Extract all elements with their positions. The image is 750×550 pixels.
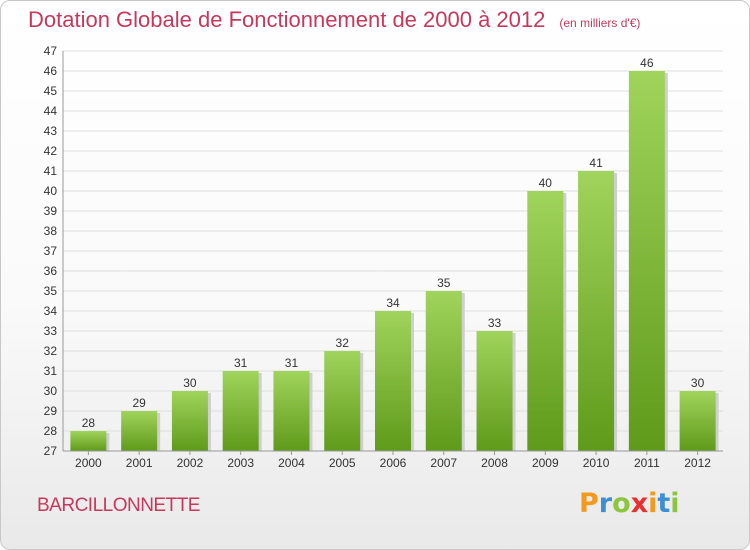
- bar-2003: [222, 371, 259, 451]
- bar-value-label: 46: [640, 56, 654, 70]
- y-tick-label: 28: [44, 424, 58, 438]
- y-tick-label: 39: [44, 204, 58, 218]
- bar-value-label: 33: [488, 316, 502, 330]
- x-tick-label: 2006: [380, 456, 407, 470]
- x-tick-label: 2009: [532, 456, 559, 470]
- bar-value-label: 35: [437, 276, 451, 290]
- logo-letter: i: [670, 488, 680, 519]
- proxiti-logo: Proxiti: [579, 488, 680, 519]
- x-tick-label: 2011: [634, 456, 660, 470]
- bar-2008: [476, 331, 513, 451]
- bar-value-label: 34: [386, 296, 400, 310]
- y-tick-label: 30: [44, 384, 58, 398]
- bar-value-label: 30: [691, 376, 705, 390]
- y-tick-label: 41: [44, 164, 58, 178]
- bar-value-label: 32: [336, 336, 350, 350]
- bar-2006: [375, 311, 411, 451]
- bars: 28 29 30 31 31 32 34 35 33 40 41 46 30: [70, 56, 719, 451]
- bar-2011: [628, 71, 665, 451]
- bar-value-label: 31: [285, 356, 299, 370]
- commune-name: BARCILLONNETTE: [37, 495, 200, 516]
- logo-letter: t: [657, 488, 671, 519]
- x-tick-label: 2001: [126, 456, 153, 470]
- bar-2001: [121, 411, 158, 451]
- y-tick-label: 34: [44, 304, 58, 318]
- y-tick-label: 35: [44, 284, 58, 298]
- bar-value-label: 28: [82, 416, 96, 430]
- logo-letter: r: [598, 488, 613, 519]
- y-tick-label: 38: [44, 224, 58, 238]
- bar-value-label: 41: [589, 156, 603, 170]
- y-tick-label: 37: [44, 244, 58, 258]
- y-tick-label: 27: [44, 444, 58, 458]
- x-tick-label: 2008: [481, 456, 508, 470]
- y-tick-label: 43: [44, 124, 58, 138]
- x-tick-label: 2002: [177, 456, 204, 470]
- bar-value-label: 29: [132, 396, 146, 410]
- bar-2010: [578, 171, 615, 451]
- y-tick-label: 47: [44, 44, 58, 58]
- x-tick-label: 2007: [430, 456, 457, 470]
- bar-2000: [70, 431, 107, 451]
- y-tick-label: 42: [44, 144, 58, 158]
- x-tick-label: 2000: [75, 456, 102, 470]
- bar-2004: [273, 371, 310, 451]
- bar-value-label: 30: [183, 376, 197, 390]
- x-tick-label: 2004: [278, 456, 305, 470]
- logo-letter: P: [579, 488, 599, 519]
- bar-2012: [679, 391, 716, 451]
- bar-2005: [324, 351, 361, 451]
- x-tick-label: 2010: [583, 456, 610, 470]
- y-tick-label: 33: [44, 324, 58, 338]
- bar-value-label: 40: [539, 176, 553, 190]
- logo-letter: i: [648, 488, 658, 519]
- chart-title: Dotation Globale de Fonctionnement de 20…: [28, 7, 640, 33]
- y-tick-label: 32: [44, 344, 58, 358]
- y-tick-label: 29: [44, 404, 58, 418]
- y-tick-label: 46: [44, 64, 58, 78]
- logo-letter: o: [612, 488, 631, 519]
- x-tick-label: 2012: [684, 456, 711, 470]
- y-tick-label: 45: [44, 84, 58, 98]
- chart-title-text: Dotation Globale de Fonctionnement de 20…: [28, 7, 546, 32]
- x-tick-label: 2003: [227, 456, 254, 470]
- y-tick-label: 31: [44, 364, 58, 378]
- logo-letter: x: [630, 488, 649, 519]
- chart-subtitle: (en milliers d'€): [559, 16, 641, 30]
- y-tick-label: 40: [44, 184, 58, 198]
- bar-value-label: 31: [234, 356, 248, 370]
- x-axis: 2000 2001 2002 2003 2004 2005 2006 2007 2008 2009…: [63, 450, 723, 470]
- y-axis: 27 28 29 30 31 32 33 34 35 36 37 38 39 40 41 42 43 44 45 46…: [44, 44, 64, 458]
- bar-2007: [425, 291, 462, 451]
- bar-2009: [527, 191, 564, 451]
- bar-2002: [171, 391, 208, 451]
- y-tick-label: 44: [44, 104, 58, 118]
- y-tick-label: 36: [44, 264, 58, 278]
- x-tick-label: 2005: [329, 456, 356, 470]
